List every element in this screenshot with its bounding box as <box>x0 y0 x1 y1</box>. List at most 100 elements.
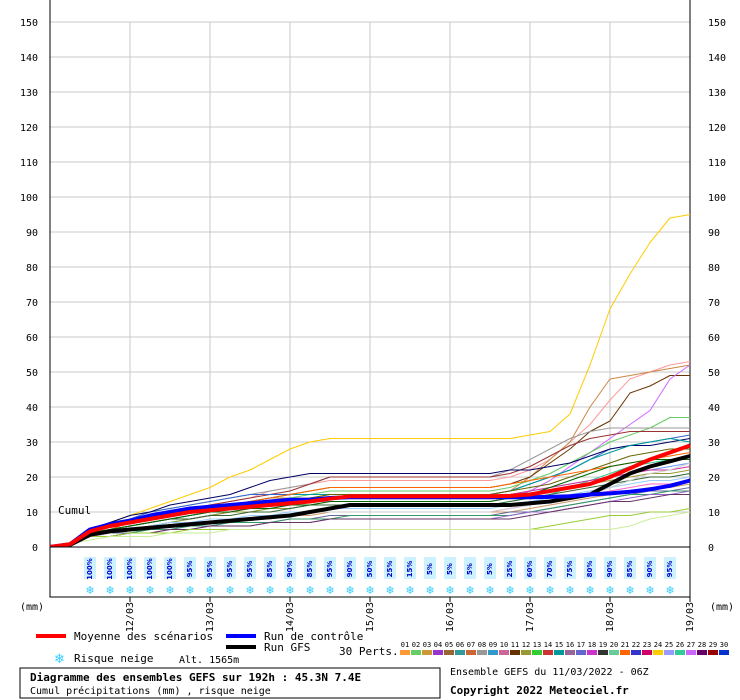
member-line-3 <box>49 214 691 548</box>
y-tick-label-right: 120 <box>708 123 726 134</box>
pert-swatch <box>631 650 641 655</box>
snow-risk-value: 95% <box>246 561 254 578</box>
snowflake-icon: ❄ <box>165 584 174 597</box>
pert-swatch <box>411 650 421 655</box>
series-group <box>49 214 691 549</box>
x-tick-label: 14/03 <box>285 602 296 632</box>
chart-subtitle: Cumul précipitations (mm) , risque neige <box>30 685 271 697</box>
pert-number: 09 <box>489 641 497 649</box>
y-tick-label-left: 140 <box>20 53 38 64</box>
snow-risk-cell <box>164 557 176 579</box>
title-box <box>19 667 441 699</box>
snow-risk-cell <box>284 557 296 579</box>
pert-number: 14 <box>544 641 552 649</box>
snow-risk-value: 85% <box>266 561 274 578</box>
y-unit-right: (mm) <box>710 602 734 613</box>
pert-swatch <box>554 650 564 655</box>
snow-risk-cell <box>624 557 636 579</box>
snow-risk-value: 90% <box>286 561 294 578</box>
snow-risk-value: 95% <box>206 561 214 578</box>
snow-risk-cell <box>404 557 416 579</box>
y-tick-label-left: 0 <box>32 543 38 554</box>
x-tick-label: 12/03 <box>125 602 136 632</box>
snow-risk-value: 95% <box>226 561 234 578</box>
legend-alt-label: Alt. 1565m <box>179 655 239 666</box>
snow-risk-row: 100% ❄ 100% ❄ 100% ❄ 100% ❄ 100% ❄ 95% ❄ 95% ❄ 95% ❄ 95%… <box>84 557 676 597</box>
snow-risk-value: 5% <box>466 563 474 575</box>
pert-number: 26 <box>676 641 684 649</box>
copyright: Copyright 2022 Meteociel.fr <box>450 684 629 697</box>
y-tick-label-right: 60 <box>708 333 720 344</box>
snow-risk-cell <box>504 557 516 579</box>
snow-risk-value: 60% <box>526 561 534 578</box>
snowflake-icon: ❄ <box>305 584 314 597</box>
x-tick-label: 18/03 <box>605 602 616 632</box>
pert-number: 15 <box>555 641 563 649</box>
y-tick-label-left: 30 <box>26 438 38 449</box>
snowflake-icon: ❄ <box>645 584 654 597</box>
pert-swatch <box>521 650 531 655</box>
snowflake-icon: ❄ <box>525 584 534 597</box>
snowflake-icon: ❄ <box>505 584 514 597</box>
snow-risk-value: 25% <box>506 561 514 578</box>
snow-risk-cell <box>124 557 136 579</box>
x-tick-label: 19/03 <box>685 602 696 632</box>
pert-number: 03 <box>423 641 431 649</box>
y-tick-label-left: 110 <box>20 158 38 169</box>
snow-risk-value: 95% <box>666 561 674 578</box>
snow-risk-cell <box>184 557 196 579</box>
x-tick-label: 17/03 <box>525 602 536 632</box>
snowflake-icon: ❄ <box>405 584 414 597</box>
pert-number: 07 <box>467 641 475 649</box>
pert-number: 22 <box>632 641 640 649</box>
legend-gfs-label: Run GFS <box>264 641 310 654</box>
pert-number: 08 <box>478 641 486 649</box>
ensemble-info: Ensemble GEFS du 11/03/2022 - 06Z <box>450 667 649 678</box>
pert-swatch <box>598 650 608 655</box>
x-axis: 12/03 13/03 14/03 15/03 16/03 17/03 18/03 19/03 <box>125 597 696 632</box>
y-tick-label-left: 10 <box>26 508 38 519</box>
y-unit-left: (mm) <box>20 602 44 613</box>
y-tick-label-right: 100 <box>708 193 726 204</box>
snowflake-icon: ❄ <box>565 584 574 597</box>
y-tick-label-right: 50 <box>708 368 720 379</box>
pert-swatch <box>653 650 663 655</box>
snowflake-icon: ❄ <box>345 584 354 597</box>
snow-risk-cell <box>604 557 616 579</box>
pert-swatch <box>466 650 476 655</box>
snow-risk-value: 100% <box>146 558 154 580</box>
y-tick-label-left: 40 <box>26 403 38 414</box>
pert-swatch <box>499 650 509 655</box>
pert-swatch <box>609 650 619 655</box>
pert-number: 18 <box>588 641 596 649</box>
pert-number: 24 <box>654 641 662 649</box>
pert-swatch <box>532 650 542 655</box>
pert-number: 17 <box>577 641 585 649</box>
snowflake-icon: ❄ <box>465 584 474 597</box>
x-tick-label: 16/03 <box>445 602 456 632</box>
cumul-label: Cumul <box>58 504 91 517</box>
snowflake-icon: ❄ <box>285 584 294 597</box>
pert-swatch <box>620 650 630 655</box>
y-tick-label-left: 20 <box>26 473 38 484</box>
y-tick-label-right: 80 <box>708 263 720 274</box>
pert-number: 01 <box>401 641 409 649</box>
pert-number: 23 <box>643 641 651 649</box>
y-tick-label-right: 90 <box>708 228 720 239</box>
y-tick-label-right: 20 <box>708 473 720 484</box>
pert-number: 29 <box>709 641 717 649</box>
snowflake-icon: ❄ <box>105 584 114 597</box>
snow-risk-cell <box>264 557 276 579</box>
snowflake-icon: ❄ <box>245 584 254 597</box>
x-tick-label: 13/03 <box>205 602 216 632</box>
snowflake-icon: ❄ <box>205 584 214 597</box>
snow-risk-value: 100% <box>166 558 174 580</box>
member-line-25 <box>49 490 690 548</box>
snow-risk-value: 100% <box>106 558 114 580</box>
y-tick-label-right: 70 <box>708 298 720 309</box>
pert-swatch <box>455 650 465 655</box>
snow-risk-value: 90% <box>606 561 614 578</box>
pert-number: 10 <box>500 641 508 649</box>
snow-risk-cell <box>204 557 216 579</box>
y-axis-right: 0 10 20 30 40 50 60 70 80 90 100 110 120 130 140 150 <box>708 18 726 554</box>
